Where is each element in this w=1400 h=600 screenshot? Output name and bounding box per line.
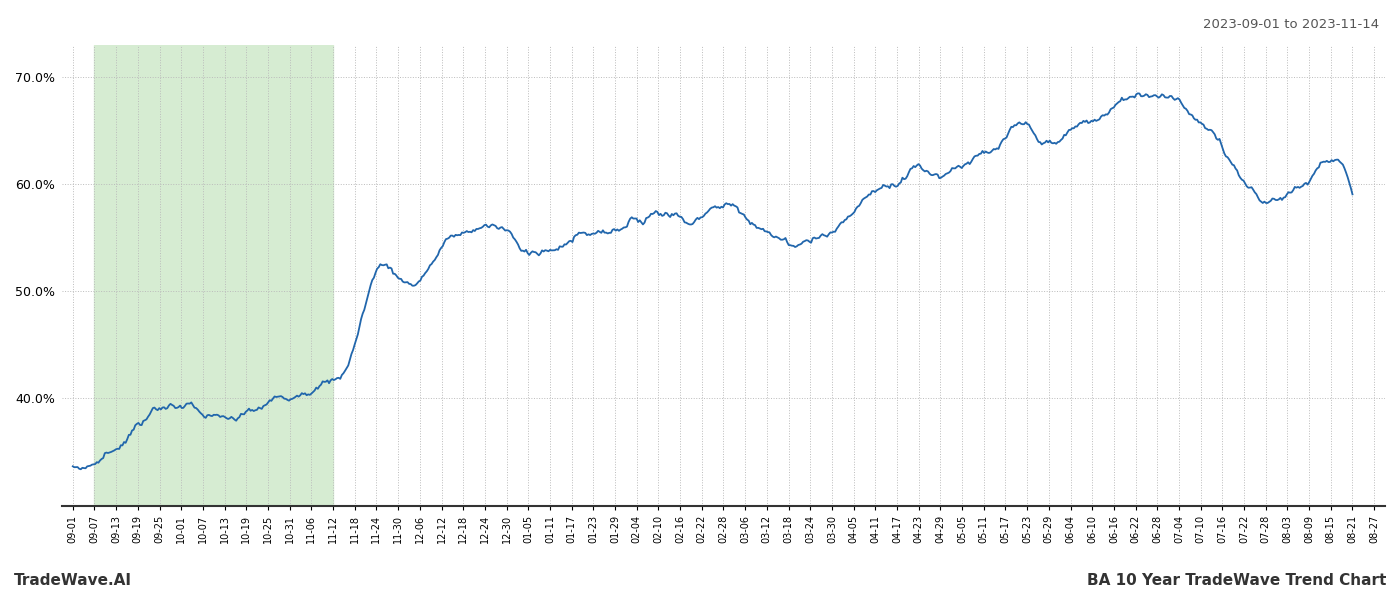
- Bar: [94, 45, 333, 506]
- Text: BA 10 Year TradeWave Trend Chart: BA 10 Year TradeWave Trend Chart: [1086, 573, 1386, 588]
- Text: TradeWave.AI: TradeWave.AI: [14, 573, 132, 588]
- Text: 2023-09-01 to 2023-11-14: 2023-09-01 to 2023-11-14: [1203, 18, 1379, 31]
